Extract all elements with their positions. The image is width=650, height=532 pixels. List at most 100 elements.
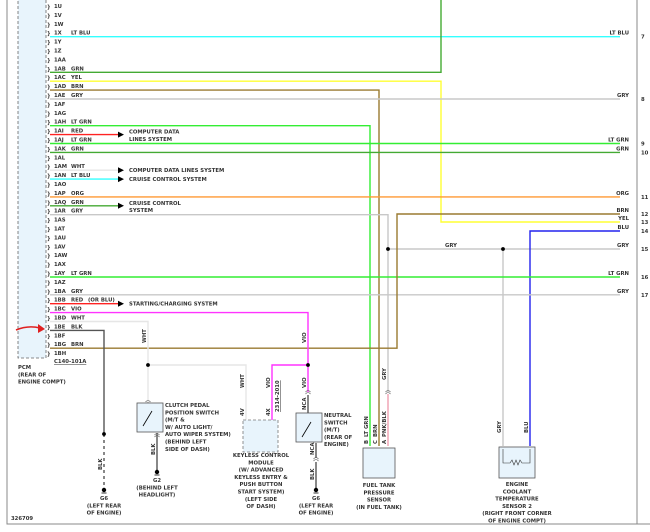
terminal-wire-color: GRY xyxy=(617,289,629,295)
pin-contact-icon: } xyxy=(47,58,51,64)
pcm-pin-label: 1AY xyxy=(54,271,65,277)
pin-contact-icon: } xyxy=(47,200,51,206)
pcm-pin-label: 1AT xyxy=(54,227,65,233)
keyless-module-label: MODULE xyxy=(248,460,274,466)
system-reference-label: CRUISE CONTROL xyxy=(129,201,182,207)
pin-contact-icon: } xyxy=(47,174,51,180)
pcm-pin-label: 1AV xyxy=(54,244,66,250)
keyless-module-label: KEYLESS CONTROL xyxy=(233,453,290,459)
pin-contact-icon: } xyxy=(47,263,51,269)
keyless-module-label: OF DASH) xyxy=(246,504,275,510)
pcm-pin-label: 1AG xyxy=(54,111,66,117)
wire-1ac xyxy=(50,80,620,223)
neutral-switch-label: ENGINE) xyxy=(324,442,349,448)
ground-icon xyxy=(313,487,319,493)
pcm-pin-label: 1BC xyxy=(54,307,66,313)
keyless-ref: 2314-2010 xyxy=(275,380,281,412)
splice-dot xyxy=(306,363,310,367)
pin-contact-icon: } xyxy=(47,191,51,197)
ground-g2-label: HEADLIGHT) xyxy=(139,493,176,499)
pcm-pin-label: 1BD xyxy=(54,316,67,322)
fuel-tank-sensor-label: PRESSURE xyxy=(364,490,395,496)
pin-contact-icon: } xyxy=(47,325,51,331)
neutral-switch xyxy=(295,412,323,443)
wire-color-label: BLK xyxy=(151,443,157,455)
pcm-connector-body xyxy=(17,0,47,359)
ect-sensor-label: OF ENGINE COMPT) xyxy=(488,519,546,525)
pcm-pin-label: 1AZ xyxy=(54,280,66,286)
neutral-switch-label: NEUTRAL xyxy=(324,413,352,419)
system-reference-label: COMPUTER DATA LINES SYSTEM xyxy=(129,168,224,174)
pcm-pin-label: 1V xyxy=(54,13,63,19)
pin-contact-icon: } xyxy=(47,334,51,340)
wire-1ad xyxy=(50,89,380,446)
ect-sensor-label: TEMPERATURE xyxy=(495,497,539,503)
terminal-wire-color: ORG xyxy=(616,191,629,197)
pin-contact-icon: } xyxy=(47,67,51,73)
terminal-wire-color: GRY xyxy=(617,93,629,99)
system-reference-label: COMPUTER DATA xyxy=(129,130,180,136)
clutch-pedal-position-switch xyxy=(136,402,164,433)
pcm-pin-wire-color: WHT xyxy=(71,164,85,170)
pin-label: C xyxy=(373,440,379,444)
terminal-number: 9 xyxy=(641,142,645,148)
terminal-wire-color: BLU xyxy=(617,225,629,231)
wire-color-label: VIO xyxy=(266,377,272,388)
pcm-pin-wire-color: BRN xyxy=(71,342,84,348)
pcm-pin-label: 1AD xyxy=(54,84,67,90)
keyless-module-label: PUSH BUTTON xyxy=(240,482,283,488)
pcm-pin-wire-color: ORG xyxy=(71,191,84,197)
pcm-title: ENGINE COMPT) xyxy=(18,380,66,386)
pin-contact-icon: } xyxy=(47,236,51,242)
terminal-number: 11 xyxy=(641,195,649,201)
pin-contact-icon: } xyxy=(47,40,51,46)
wire-1ab xyxy=(50,0,442,74)
system-reference-label: STARTING/CHARGING SYSTEM xyxy=(129,302,218,308)
pin-contact-icon: } xyxy=(47,147,51,153)
splice-dot xyxy=(102,432,106,436)
inline-connector-icon xyxy=(305,390,311,395)
pcm-pin-label: 1AK xyxy=(54,146,67,152)
pin-contact-icon: } xyxy=(47,316,51,322)
ect-sensor-label: COOLANT xyxy=(503,489,532,495)
pin-label: B xyxy=(364,440,370,444)
pin-contact-icon: } xyxy=(47,13,51,19)
pin-contact-icon: } xyxy=(47,111,51,117)
wire-color-label: WHT xyxy=(240,374,246,388)
ground-g2-label: G2 xyxy=(153,478,161,484)
pcm-pin-label: 1AJ xyxy=(54,138,64,144)
terminal-number: 15 xyxy=(641,247,649,253)
pin-contact-icon: } xyxy=(47,218,51,224)
wire-color-label: BLK xyxy=(98,458,104,470)
terminal-wire-color: LT BLU xyxy=(610,31,629,37)
pin-contact-icon: } xyxy=(47,183,51,189)
keyless-module-label: (LEFT SIDE xyxy=(245,497,278,503)
terminal-number: 14 xyxy=(641,229,649,235)
pcm-pin-label: 1BA xyxy=(54,289,67,295)
pcm-title: PCM xyxy=(18,365,31,371)
pin-contact-icon: } xyxy=(47,138,51,144)
splice-dot xyxy=(386,247,390,251)
pin-contact-icon: } xyxy=(47,102,51,108)
wire-color-label: BRN xyxy=(373,424,379,437)
pin-contact-icon: } xyxy=(47,289,51,295)
splice-dot xyxy=(146,363,150,367)
pcm-pin-label: 1AH xyxy=(54,120,66,126)
keyless-module-label: START SYSTEM) xyxy=(238,490,285,496)
wire-color-label: GRY xyxy=(445,243,457,249)
pcm-pin-wire-color: WHT xyxy=(71,316,85,322)
keyless-module-label: KEYLESS ENTRY & xyxy=(234,475,288,481)
wire-1bd xyxy=(50,320,149,402)
system-reference-label: LINES SYSTEM xyxy=(129,137,172,143)
ground-g6-left-label: (LEFT REAR xyxy=(87,503,121,509)
terminal-wire-color: YEL xyxy=(617,216,629,222)
pcm-pin-label: 1AA xyxy=(54,57,67,63)
clutch-switch-label: POSITION SWITCH xyxy=(165,410,219,416)
pcm-pin-label: 1AF xyxy=(54,102,66,108)
pcm-pin-label: 1BH xyxy=(54,351,66,357)
wire-color-label: BLU xyxy=(524,421,530,433)
pcm-title: (REAR OF xyxy=(18,372,47,378)
pcm-pin-label: 1AQ xyxy=(54,200,67,206)
frame-border xyxy=(6,0,650,525)
